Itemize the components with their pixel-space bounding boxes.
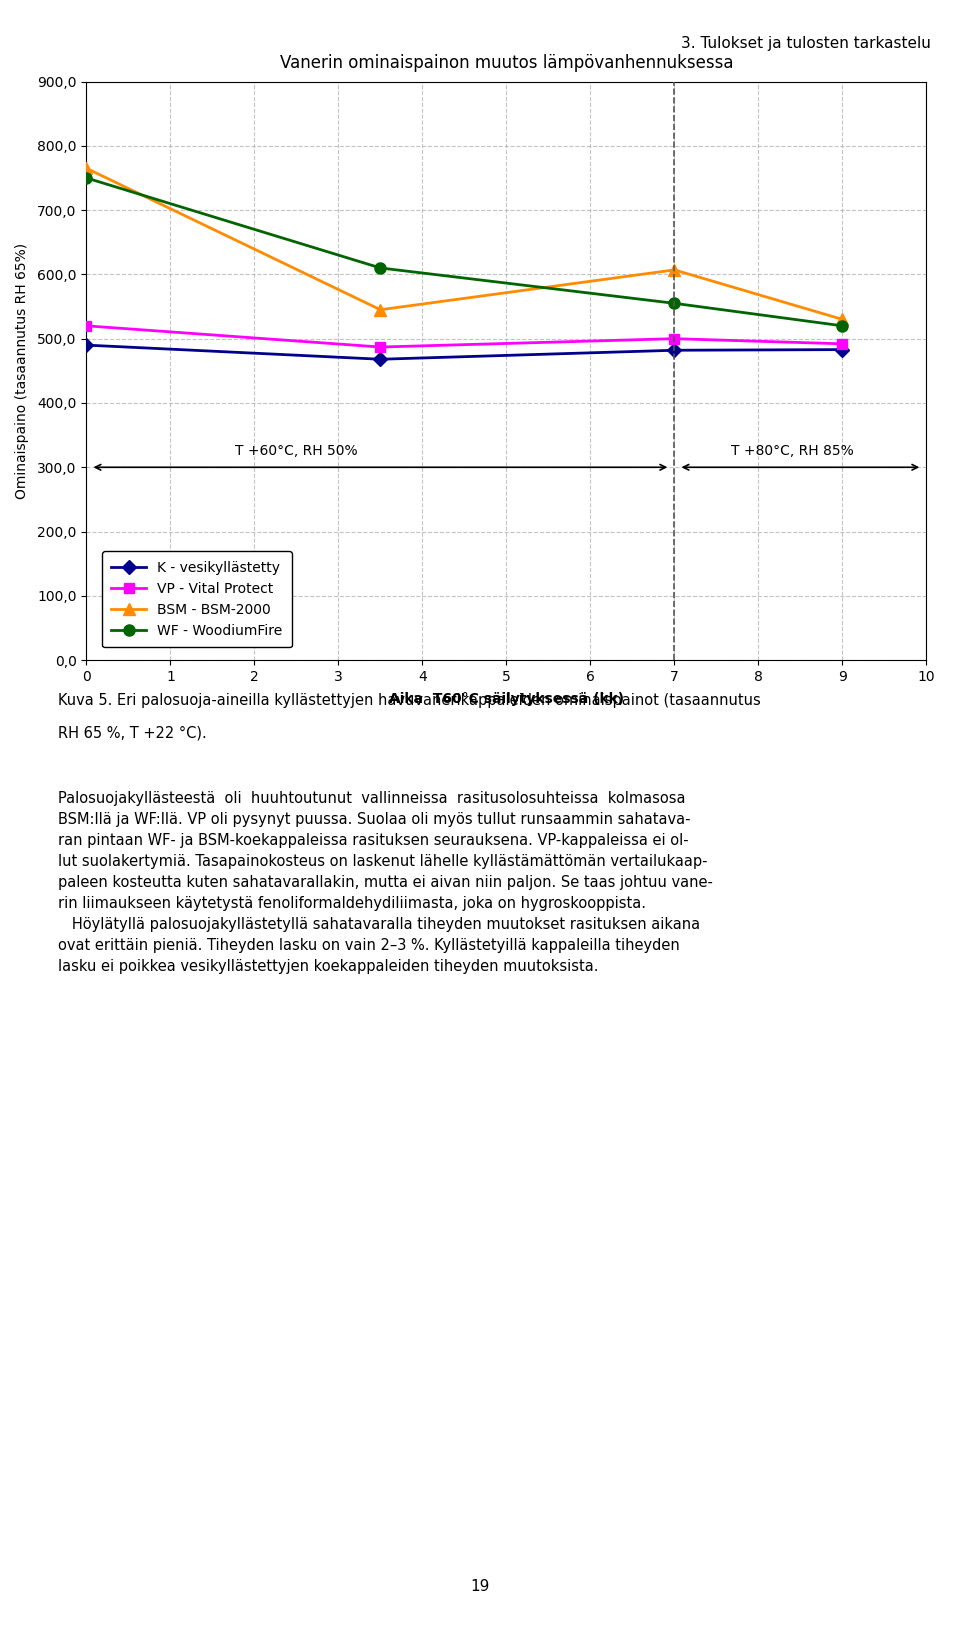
Text: 19: 19 — [470, 1579, 490, 1594]
VP - Vital Protect — [374, 337, 386, 357]
Y-axis label: Ominaispaino (tasaannutus RH 65%): Ominaispaino (tasaannutus RH 65%) — [14, 243, 29, 499]
X-axis label: Aika  T60°C säilytyksessä (kk): Aika T60°C säilytyksessä (kk) — [389, 693, 624, 706]
Text: 3. Tulokset ja tulosten tarkastelu: 3. Tulokset ja tulosten tarkastelu — [682, 36, 931, 51]
WF - WoodiumFire — [668, 293, 680, 313]
Line: K - vesikyllästetty: K - vesikyllästetty — [82, 341, 848, 363]
Title: Vanerin ominaispainon muutos lämpövanhennuksessa: Vanerin ominaispainon muutos lämpövanhen… — [279, 54, 733, 72]
Text: RH 65 %, T +22 °C).: RH 65 %, T +22 °C). — [58, 725, 206, 740]
WF - WoodiumFire — [836, 316, 849, 336]
K - vesikyllästetty — [836, 339, 849, 359]
BSM - BSM-2000 — [81, 158, 92, 178]
K - vesikyllästetty — [668, 341, 680, 360]
WF - WoodiumFire — [81, 168, 92, 187]
VP - Vital Protect — [836, 334, 849, 354]
BSM - BSM-2000 — [836, 310, 849, 329]
Legend: K - vesikyllästetty, VP - Vital Protect, BSM - BSM-2000, WF - WoodiumFire: K - vesikyllästetty, VP - Vital Protect,… — [102, 551, 292, 647]
Line: WF - WoodiumFire: WF - WoodiumFire — [81, 173, 848, 331]
Text: Palosuojakyllästeestä  oli  huuhtoutunut  vallinneissa  rasitusolosuhteissa  kol: Palosuojakyllästeestä oli huuhtoutunut v… — [58, 791, 712, 973]
Text: T +80°C, RH 85%: T +80°C, RH 85% — [731, 443, 853, 458]
Line: VP - Vital Protect: VP - Vital Protect — [82, 321, 848, 352]
BSM - BSM-2000 — [668, 261, 680, 280]
Line: BSM - BSM-2000: BSM - BSM-2000 — [81, 163, 848, 324]
K - vesikyllästetty — [81, 336, 92, 355]
K - vesikyllästetty — [374, 349, 386, 368]
Text: T +60°C, RH 50%: T +60°C, RH 50% — [235, 443, 358, 458]
VP - Vital Protect — [668, 329, 680, 349]
BSM - BSM-2000 — [374, 300, 386, 319]
WF - WoodiumFire — [374, 258, 386, 277]
Text: Kuva 5. Eri palosuoja-aineilla kyllästettyjen havuvanerikappaleiden ominaispaino: Kuva 5. Eri palosuoja-aineilla kyllästet… — [58, 693, 760, 707]
VP - Vital Protect — [81, 316, 92, 336]
